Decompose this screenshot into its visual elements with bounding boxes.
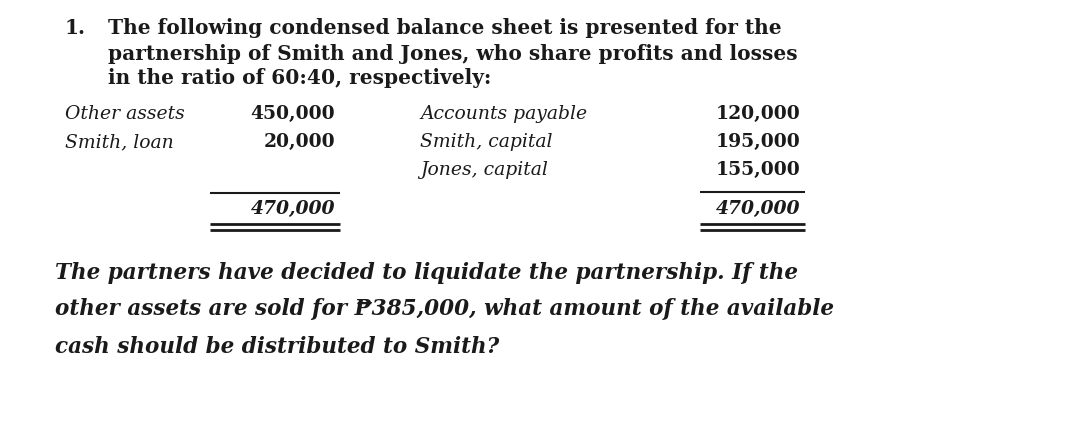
Text: 470,000: 470,000 xyxy=(715,200,800,218)
Text: 195,000: 195,000 xyxy=(715,133,800,151)
Text: 20,000: 20,000 xyxy=(264,133,335,151)
Text: partnership of Smith and Jones, who share profits and losses: partnership of Smith and Jones, who shar… xyxy=(108,44,798,64)
Text: cash should be distributed to Smith?: cash should be distributed to Smith? xyxy=(55,336,499,358)
Text: The partners have decided to liquidate the partnership. If the: The partners have decided to liquidate t… xyxy=(55,262,798,284)
Text: 450,000: 450,000 xyxy=(251,105,335,123)
Text: 470,000: 470,000 xyxy=(251,200,335,218)
Text: 1.: 1. xyxy=(65,18,86,38)
Text: Other assets: Other assets xyxy=(65,105,185,123)
Text: in the ratio of 60:40, respectively:: in the ratio of 60:40, respectively: xyxy=(108,68,491,88)
Text: Accounts payable: Accounts payable xyxy=(420,105,588,123)
Text: other assets are sold for ₱385,000, what amount of the available: other assets are sold for ₱385,000, what… xyxy=(55,298,834,320)
Text: The following condensed balance sheet is presented for the: The following condensed balance sheet is… xyxy=(108,18,782,38)
Text: Smith, capital: Smith, capital xyxy=(420,133,553,151)
Text: Smith, loan: Smith, loan xyxy=(65,133,174,151)
Text: 120,000: 120,000 xyxy=(715,105,800,123)
Text: 155,000: 155,000 xyxy=(715,161,800,179)
Text: Jones, capital: Jones, capital xyxy=(420,161,548,179)
